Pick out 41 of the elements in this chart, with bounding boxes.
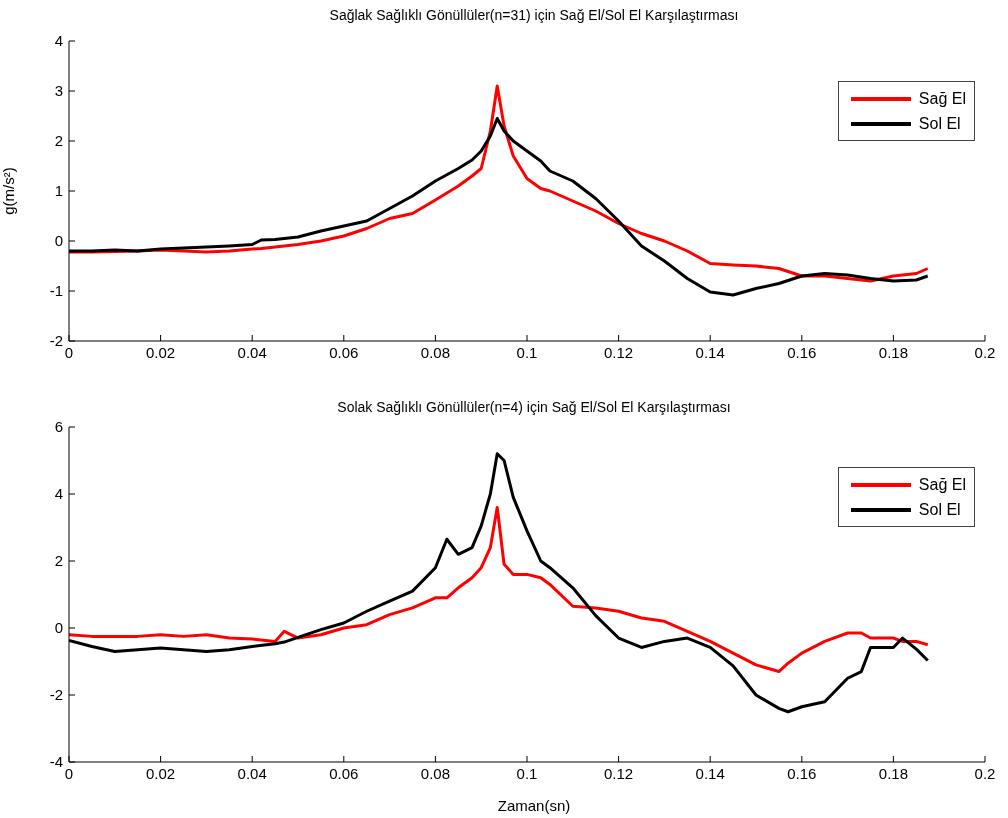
x-tick-label: 0.18: [878, 764, 908, 782]
x-tick-label: 0.2: [974, 343, 996, 361]
y-tick-label: -4: [49, 753, 63, 771]
x-tick-label: 0.16: [787, 764, 817, 782]
x-tick-label: 0.06: [329, 764, 359, 782]
x-tick-label: 0.02: [146, 343, 176, 361]
x-tick-label: 0.14: [695, 764, 725, 782]
y-tick-label: 2: [54, 552, 63, 570]
x-tick-label: 0.12: [604, 764, 634, 782]
y-tick-label: 0: [54, 619, 63, 637]
legend-label: Sol El: [918, 500, 961, 519]
legend-label: Sol El: [918, 114, 961, 133]
x-tick-label: 0.18: [878, 343, 908, 361]
x-tick-label: 0.2: [974, 764, 996, 782]
y-tick-label: -1: [49, 282, 63, 300]
x-tick-label: 0.06: [329, 343, 359, 361]
y-axis-title: g(m/s²): [0, 167, 18, 215]
x-tick-label: 0.04: [237, 764, 267, 782]
chart-title: Solak Sağlıklı Gönüllüler(n=4) için Sağ El/Sol El Karşılaştırması: [337, 399, 731, 415]
x-tick-label: 0.16: [787, 343, 817, 361]
x-tick-label: 0.12: [604, 343, 634, 361]
x-tick-label: 0.02: [146, 764, 176, 782]
x-tick-label: 0.04: [237, 343, 267, 361]
y-tick-label: -2: [49, 332, 63, 350]
y-tick-label: 4: [54, 485, 63, 503]
y-tick-label: 6: [54, 418, 63, 436]
x-tick-label: 0.08: [420, 764, 450, 782]
y-tick-label: 3: [54, 82, 63, 100]
y-tick-label: 0: [54, 232, 63, 250]
y-tick-label: 4: [54, 32, 63, 50]
y-tick-label: 1: [54, 182, 63, 200]
x-tick-label: 0.08: [420, 343, 450, 361]
x-tick-label: 0.1: [516, 343, 538, 361]
chart-title: Sağlak Sağlıklı Gönüllüler(n=31) için Sağ El/Sol El Karşılaştırması: [328, 6, 740, 25]
x-tick-label: 0.14: [695, 343, 725, 361]
y-tick-label: -2: [49, 686, 63, 704]
y-tick-label: 2: [54, 132, 63, 150]
legend-label: Sağ El: [918, 89, 966, 108]
x-axis-title: Zaman(sn): [496, 797, 572, 814]
legend-label: Sağ El: [918, 475, 966, 494]
x-tick-label: 0.1: [516, 764, 538, 782]
